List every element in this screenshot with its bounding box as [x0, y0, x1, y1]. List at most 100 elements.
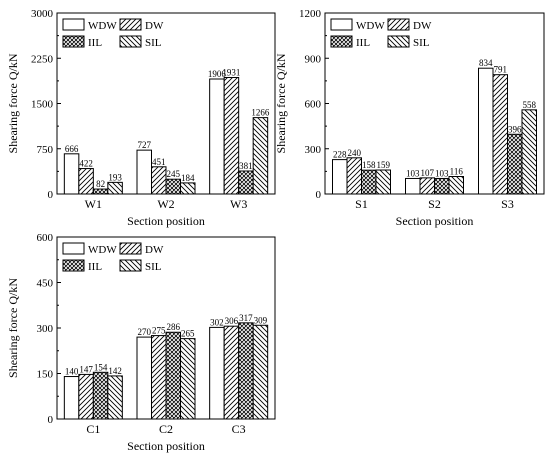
x-tick-label: W1	[85, 197, 102, 211]
data-label: 381	[239, 161, 253, 171]
bar-sil	[448, 176, 464, 195]
bar-dw	[223, 76, 240, 195]
data-label: 140	[65, 367, 79, 377]
bar-iil	[165, 331, 181, 420]
y-tick-label: 300	[305, 144, 322, 156]
data-label: 727	[138, 140, 152, 150]
x-tick-label: C3	[232, 422, 246, 436]
legend-swatch-sil	[119, 35, 142, 48]
bar-dw	[419, 177, 435, 195]
x-tick-label: S1	[355, 197, 368, 211]
legend-label-iil: IIL	[356, 37, 370, 49]
bar-dw	[346, 157, 362, 195]
data-label: 270	[138, 327, 152, 337]
bar-dw	[78, 373, 94, 420]
data-label: 228	[333, 150, 347, 160]
legend-swatch-dw	[119, 18, 142, 31]
legend-swatch-wdw	[330, 18, 353, 31]
y-tick-label: 1200	[299, 8, 322, 20]
bar-sil	[180, 182, 196, 195]
bar-sil	[107, 375, 123, 420]
legend: WDW DW IIL SIL	[330, 18, 432, 49]
y-tick-label: 150	[37, 369, 54, 381]
y-tick-label: 0	[48, 189, 54, 201]
y-axis-label: Shearing force Q/kN	[274, 53, 288, 153]
data-label: 103	[406, 168, 420, 178]
data-label: 666	[65, 144, 79, 154]
legend-label-iil: IIL	[88, 37, 102, 49]
bar-wdw	[136, 149, 152, 195]
plot-frame	[56, 236, 276, 420]
data-label: 159	[377, 160, 391, 170]
bar-wdw	[209, 78, 225, 195]
data-label: 1266	[251, 108, 270, 118]
data-label: 558	[523, 100, 537, 110]
y-tick-label: 300	[37, 323, 54, 335]
legend-label-dw: DW	[145, 20, 164, 32]
legend-swatch-iil	[62, 259, 85, 272]
x-tick-label: C1	[86, 422, 100, 436]
legend-label-sil: SIL	[145, 37, 162, 49]
legend-label-dw: DW	[145, 244, 164, 256]
y-axis-label: Shearing force Q/kN	[6, 278, 20, 378]
bar-dw	[223, 325, 240, 420]
bar-wdw	[478, 67, 494, 195]
plot-frame	[324, 12, 545, 195]
bar-wdw	[63, 376, 80, 420]
bar-wdw	[405, 177, 421, 195]
bar-sil	[252, 324, 269, 420]
bar-wdw	[209, 326, 225, 420]
x-axis-label: Section position	[127, 214, 205, 228]
bar-dw	[78, 168, 94, 195]
data-label: 791	[494, 65, 508, 75]
bar-sil	[107, 181, 123, 195]
bar-wdw	[63, 153, 80, 195]
data-label: 286	[167, 322, 181, 332]
legend-label-wdw: WDW	[88, 244, 117, 256]
legend-label-dw: DW	[413, 20, 432, 32]
bar-iil	[238, 322, 254, 420]
bar-sil	[252, 117, 269, 195]
legend-swatch-sil	[119, 259, 142, 272]
legend-label-sil: SIL	[413, 37, 430, 49]
bar-iil	[165, 178, 181, 195]
y-tick-label: 600	[37, 232, 54, 244]
data-label: 451	[152, 157, 166, 167]
data-label: 1931	[222, 67, 240, 77]
x-tick-label: S3	[501, 197, 514, 211]
data-label: 265	[181, 329, 195, 339]
legend-swatch-dw	[119, 242, 142, 255]
legend-swatch-iil	[330, 35, 353, 48]
x-axis-label: Section position	[396, 214, 474, 228]
bar-sil	[180, 338, 196, 420]
legend-label-wdw: WDW	[356, 20, 385, 32]
y-tick-label: 2250	[31, 53, 54, 65]
data-label: 103	[435, 168, 449, 178]
data-label: 107	[421, 168, 435, 178]
y-tick-label: 750	[37, 144, 54, 156]
y-tick-label: 900	[305, 53, 322, 65]
data-label: 154	[94, 362, 108, 372]
legend: WDW DW IIL SIL	[62, 242, 164, 273]
x-tick-label: S2	[428, 197, 441, 211]
data-label: 158	[362, 160, 376, 170]
data-label: 306	[225, 316, 239, 326]
legend-label-iil: IIL	[88, 261, 102, 273]
y-tick-label: 600	[305, 99, 322, 111]
bar-sil	[521, 109, 537, 195]
bar-dw	[492, 74, 508, 195]
data-label: 184	[181, 173, 195, 183]
bar-iil	[92, 371, 109, 420]
data-label: 396	[508, 124, 522, 134]
bar-sil	[375, 169, 391, 195]
bar-dw	[151, 166, 167, 195]
legend-swatch-iil	[62, 35, 85, 48]
legend-swatch-wdw	[62, 242, 85, 255]
data-label: 116	[450, 167, 464, 177]
data-label: 1906	[208, 69, 227, 79]
data-label: 147	[79, 364, 93, 374]
bar-dw	[151, 335, 167, 420]
data-label: 422	[79, 159, 93, 169]
